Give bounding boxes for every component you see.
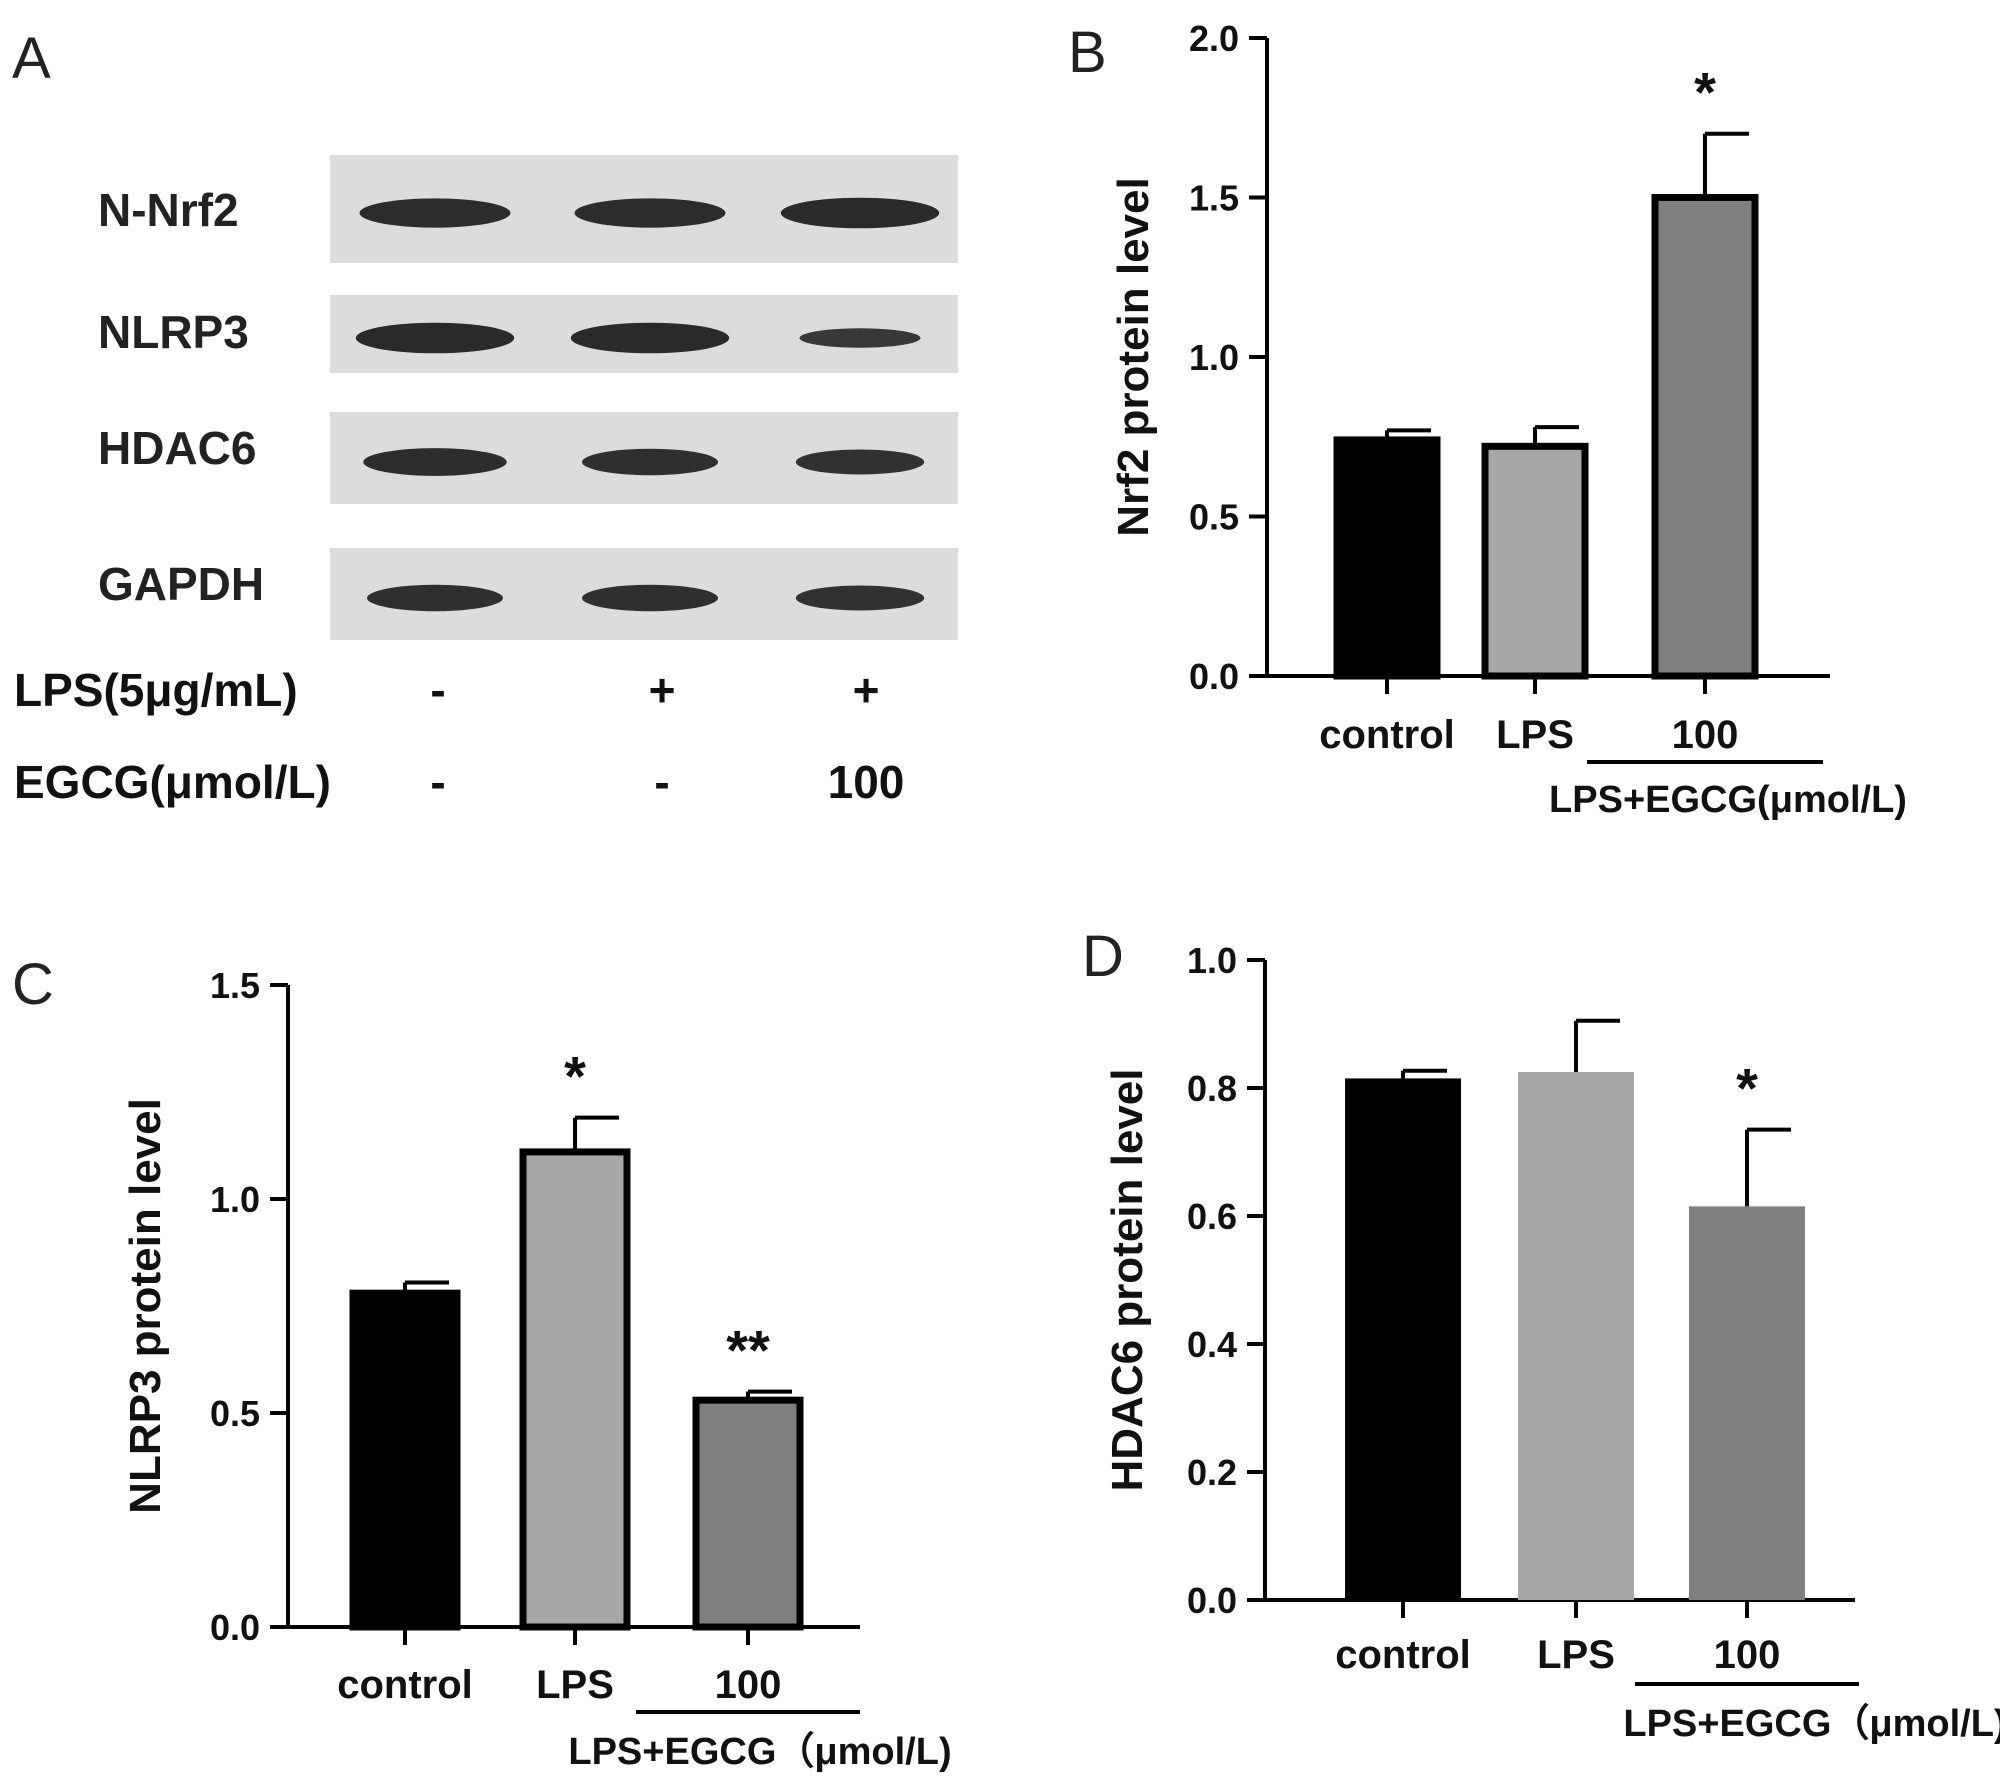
x-tick-label-d-2: LPS	[1537, 1633, 1615, 1677]
panel-b-label: B	[1068, 20, 1107, 85]
significance-c-2: *	[564, 1045, 586, 1108]
y-tick-label-d: 0.0	[1187, 1580, 1237, 1621]
egcg-value-lane-1: -	[430, 756, 445, 808]
bar-c-100	[692, 1396, 804, 1631]
blot-band-n-nrf2-lane-1	[359, 198, 511, 228]
lps-sign-lane-2: +	[649, 664, 676, 716]
bar-c-control	[349, 1289, 461, 1631]
panel-a-label: A	[12, 26, 51, 91]
y-axis-label-b: Nrf2 protein level	[1109, 177, 1158, 536]
chart-b: B 0.0 0.5 1.0 1.5 2.0 Nrf2 protein level contr…	[1068, 18, 1907, 821]
lps-sign-lane-1: -	[430, 664, 445, 716]
y-tick-label-b: 2.0	[1189, 18, 1239, 59]
x-tick-label-c-1: control	[337, 1663, 473, 1707]
y-tick-label-d: 0.6	[1187, 1196, 1237, 1237]
blot-label-hdac6: HDAC6	[98, 422, 256, 474]
y-tick-label-d: 0.8	[1187, 1068, 1237, 1109]
chart-d: D 0.0 0.2 0.4 0.6 0.8 1.0 HDAC6 protein level c…	[1082, 924, 2000, 1745]
blot-band-nlrp3-lane-1	[355, 322, 515, 354]
y-tick-label-d: 0.4	[1187, 1324, 1237, 1365]
y-tick-label-c: 0.0	[210, 1607, 260, 1648]
blot-label-gapdh: GAPDH	[98, 558, 264, 610]
bar-b-control	[1333, 436, 1441, 680]
x-tick-label-b-2: LPS	[1496, 713, 1574, 757]
blot-label-nlrp3: NLRP3	[98, 306, 249, 358]
blot-band-nlrp3-lane-3	[799, 328, 921, 348]
blot-band-n-nrf2-lane-2	[574, 198, 726, 228]
y-axis-label-d: HDAC6 protein level	[1103, 1069, 1152, 1492]
bar-d-100	[1689, 1206, 1805, 1600]
blot-band-gapdh-lane-3	[795, 585, 925, 611]
blot-band-gapdh-lane-1	[367, 584, 503, 612]
significance-c-3: **	[726, 1319, 770, 1382]
y-tick-label-d: 0.2	[1187, 1452, 1237, 1493]
y-tick-label-b: 0.0	[1189, 656, 1239, 697]
group-label-b: LPS+EGCG(μmol/L)	[1549, 779, 1907, 821]
chart-c: C 0.0 0.5 1.0 1.5 NLRP3 protein level control…	[12, 952, 952, 1773]
bar-d-control	[1345, 1078, 1461, 1600]
blot-band-nlrp3-lane-2	[570, 322, 730, 354]
egcg-value-lane-3: 100	[828, 756, 905, 808]
bar-b-100	[1651, 194, 1759, 680]
x-tick-label-d-3: 100	[1714, 1633, 1781, 1677]
x-tick-label-d-1: control	[1335, 1633, 1471, 1677]
blot-band-hdac6-lane-3	[795, 449, 925, 475]
x-tick-label-c-2: LPS	[536, 1663, 614, 1707]
y-tick-label-b: 1.0	[1189, 337, 1239, 378]
y-tick-label-b: 1.5	[1189, 178, 1239, 219]
x-tick-label-b-1: control	[1319, 713, 1455, 757]
blot-label-n-nrf2: N-Nrf2	[98, 184, 239, 236]
blot-band-hdac6-lane-1	[363, 448, 507, 476]
bar-d-lps	[1518, 1072, 1634, 1600]
treatment-label-egcg: EGCG(μmol/L)	[14, 756, 331, 808]
blot-strips	[330, 155, 958, 640]
egcg-value-lane-2: -	[654, 756, 669, 808]
blot-band-gapdh-lane-2	[582, 584, 718, 612]
significance-d-3: *	[1736, 1057, 1758, 1120]
panel-c-label: C	[12, 952, 54, 1017]
y-tick-label-b: 0.5	[1189, 497, 1239, 538]
bar-c-lps	[519, 1148, 631, 1631]
panel-a: A N-Nrf2 NLRP3 HDAC6 GAPDH LPS(5μg/mL) E…	[12, 26, 958, 808]
blot-band-hdac6-lane-2	[582, 448, 718, 476]
treatment-label-lps: LPS(5μg/mL)	[14, 664, 298, 716]
y-tick-label-c: 1.0	[210, 1179, 260, 1220]
y-tick-label-c: 0.5	[210, 1393, 260, 1434]
panel-d-label: D	[1082, 924, 1124, 989]
group-label-c: LPS+EGCG（μmol/L)	[568, 1731, 951, 1773]
lps-sign-lane-3: +	[853, 664, 880, 716]
y-tick-label-c: 1.5	[210, 965, 260, 1006]
significance-b-3: *	[1694, 61, 1716, 124]
x-tick-label-b-3: 100	[1672, 713, 1739, 757]
group-label-d: LPS+EGCG（μmol/L)	[1623, 1703, 2000, 1745]
y-tick-label-d: 1.0	[1187, 940, 1237, 981]
y-axis-label-c: NLRP3 protein level	[121, 1098, 170, 1514]
bar-b-lps	[1481, 442, 1589, 680]
blot-band-n-nrf2-lane-3	[780, 197, 940, 229]
x-tick-label-c-3: 100	[715, 1663, 782, 1707]
